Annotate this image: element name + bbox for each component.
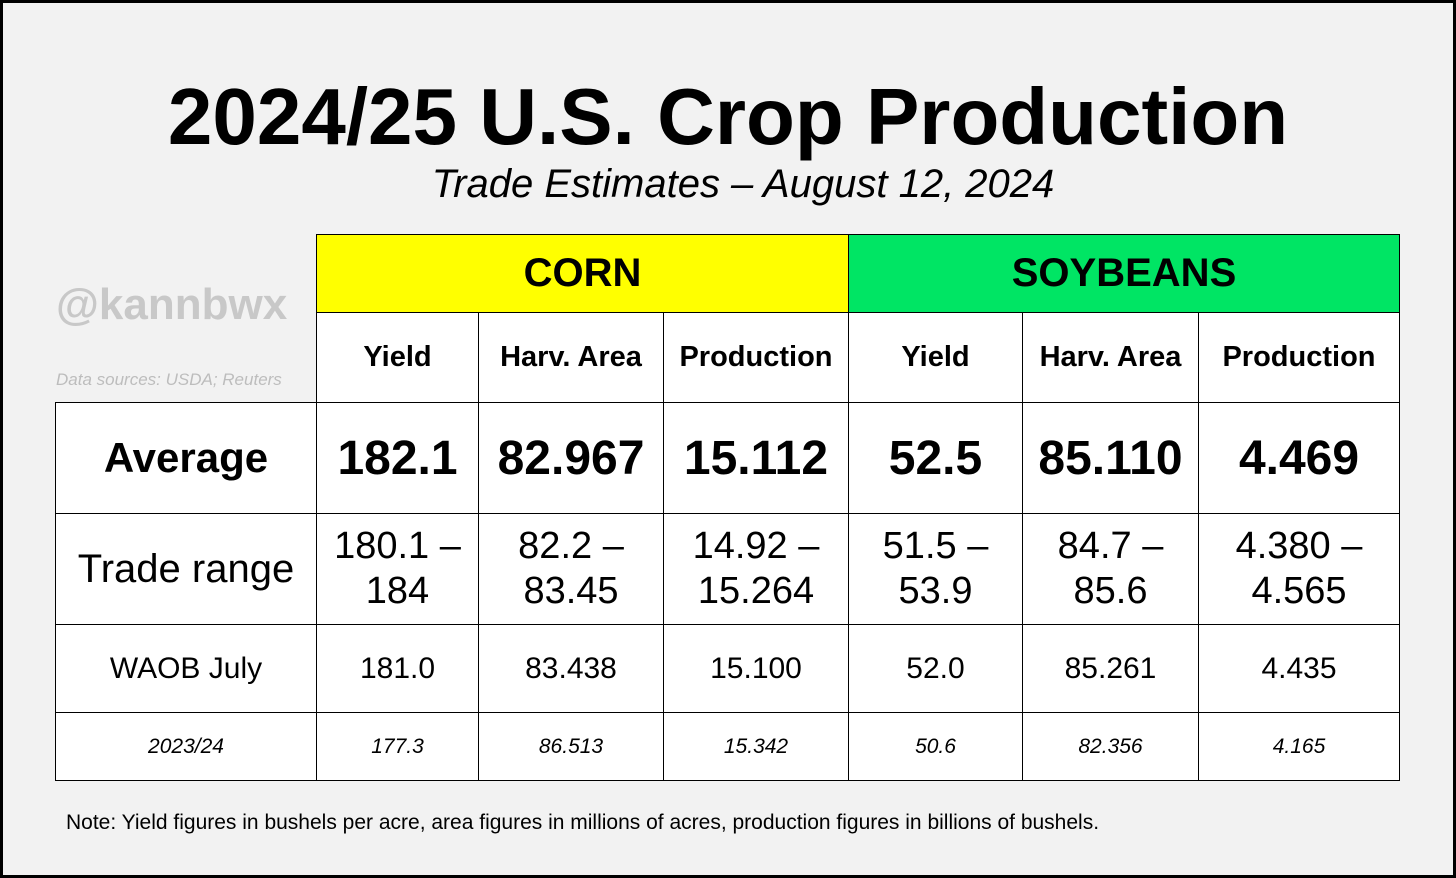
waob-corn-harv-area: 83.438 — [478, 624, 664, 713]
col-header-soy-production: Production — [1198, 312, 1400, 403]
col-header-soy-yield: Yield — [848, 312, 1023, 403]
range-corn-production: 14.92 – 15.264 — [663, 513, 849, 625]
col-header-corn-harv-area: Harv. Area — [478, 312, 664, 403]
waob-soy-yield: 52.0 — [848, 624, 1023, 713]
range-soy-yield: 51.5 – 53.9 — [848, 513, 1023, 625]
row-label-2023-24: 2023/24 — [55, 712, 317, 781]
watermark-handle: @kannbwx — [56, 280, 288, 329]
page-title: 2024/25 U.S. Crop Production — [167, 72, 1289, 161]
average-corn-production: 15.112 — [663, 402, 849, 514]
average-soy-harv-area: 85.110 — [1022, 402, 1199, 514]
data-sources: Data sources: USDA; Reuters — [56, 370, 282, 389]
page-subtitle: Trade Estimates – August 12, 2024 — [431, 162, 1055, 206]
group-header-corn: CORN — [316, 234, 849, 313]
range-corn-yield: 180.1 – 184 — [316, 513, 479, 625]
waob-corn-yield: 181.0 — [316, 624, 479, 713]
col-header-corn-yield: Yield — [316, 312, 479, 403]
prior-soy-production: 4.165 — [1198, 712, 1400, 781]
waob-soy-harv-area: 85.261 — [1022, 624, 1199, 713]
waob-corn-production: 15.100 — [663, 624, 849, 713]
range-corn-harv-area: 82.2 – 83.45 — [478, 513, 664, 625]
row-label-average: Average — [55, 402, 317, 514]
waob-soy-production: 4.435 — [1198, 624, 1400, 713]
prior-corn-harv-area: 86.513 — [478, 712, 664, 781]
average-corn-harv-area: 82.967 — [478, 402, 664, 514]
row-label-waob-july: WAOB July — [55, 624, 317, 713]
col-header-corn-production: Production — [663, 312, 849, 403]
prior-corn-yield: 177.3 — [316, 712, 479, 781]
prior-soy-harv-area: 82.356 — [1022, 712, 1199, 781]
average-soy-production: 4.469 — [1198, 402, 1400, 514]
average-soy-yield: 52.5 — [848, 402, 1023, 514]
row-label-trade-range: Trade range — [55, 513, 317, 625]
col-header-soy-harv-area: Harv. Area — [1022, 312, 1199, 403]
average-corn-yield: 182.1 — [316, 402, 479, 514]
prior-corn-production: 15.342 — [663, 712, 849, 781]
prior-soy-yield: 50.6 — [848, 712, 1023, 781]
footnote: Note: Yield figures in bushels per acre,… — [66, 811, 1100, 834]
group-header-soybeans: SOYBEANS — [848, 234, 1400, 313]
range-soy-production: 4.380 – 4.565 — [1198, 513, 1400, 625]
range-soy-harv-area: 84.7 – 85.6 — [1022, 513, 1199, 625]
